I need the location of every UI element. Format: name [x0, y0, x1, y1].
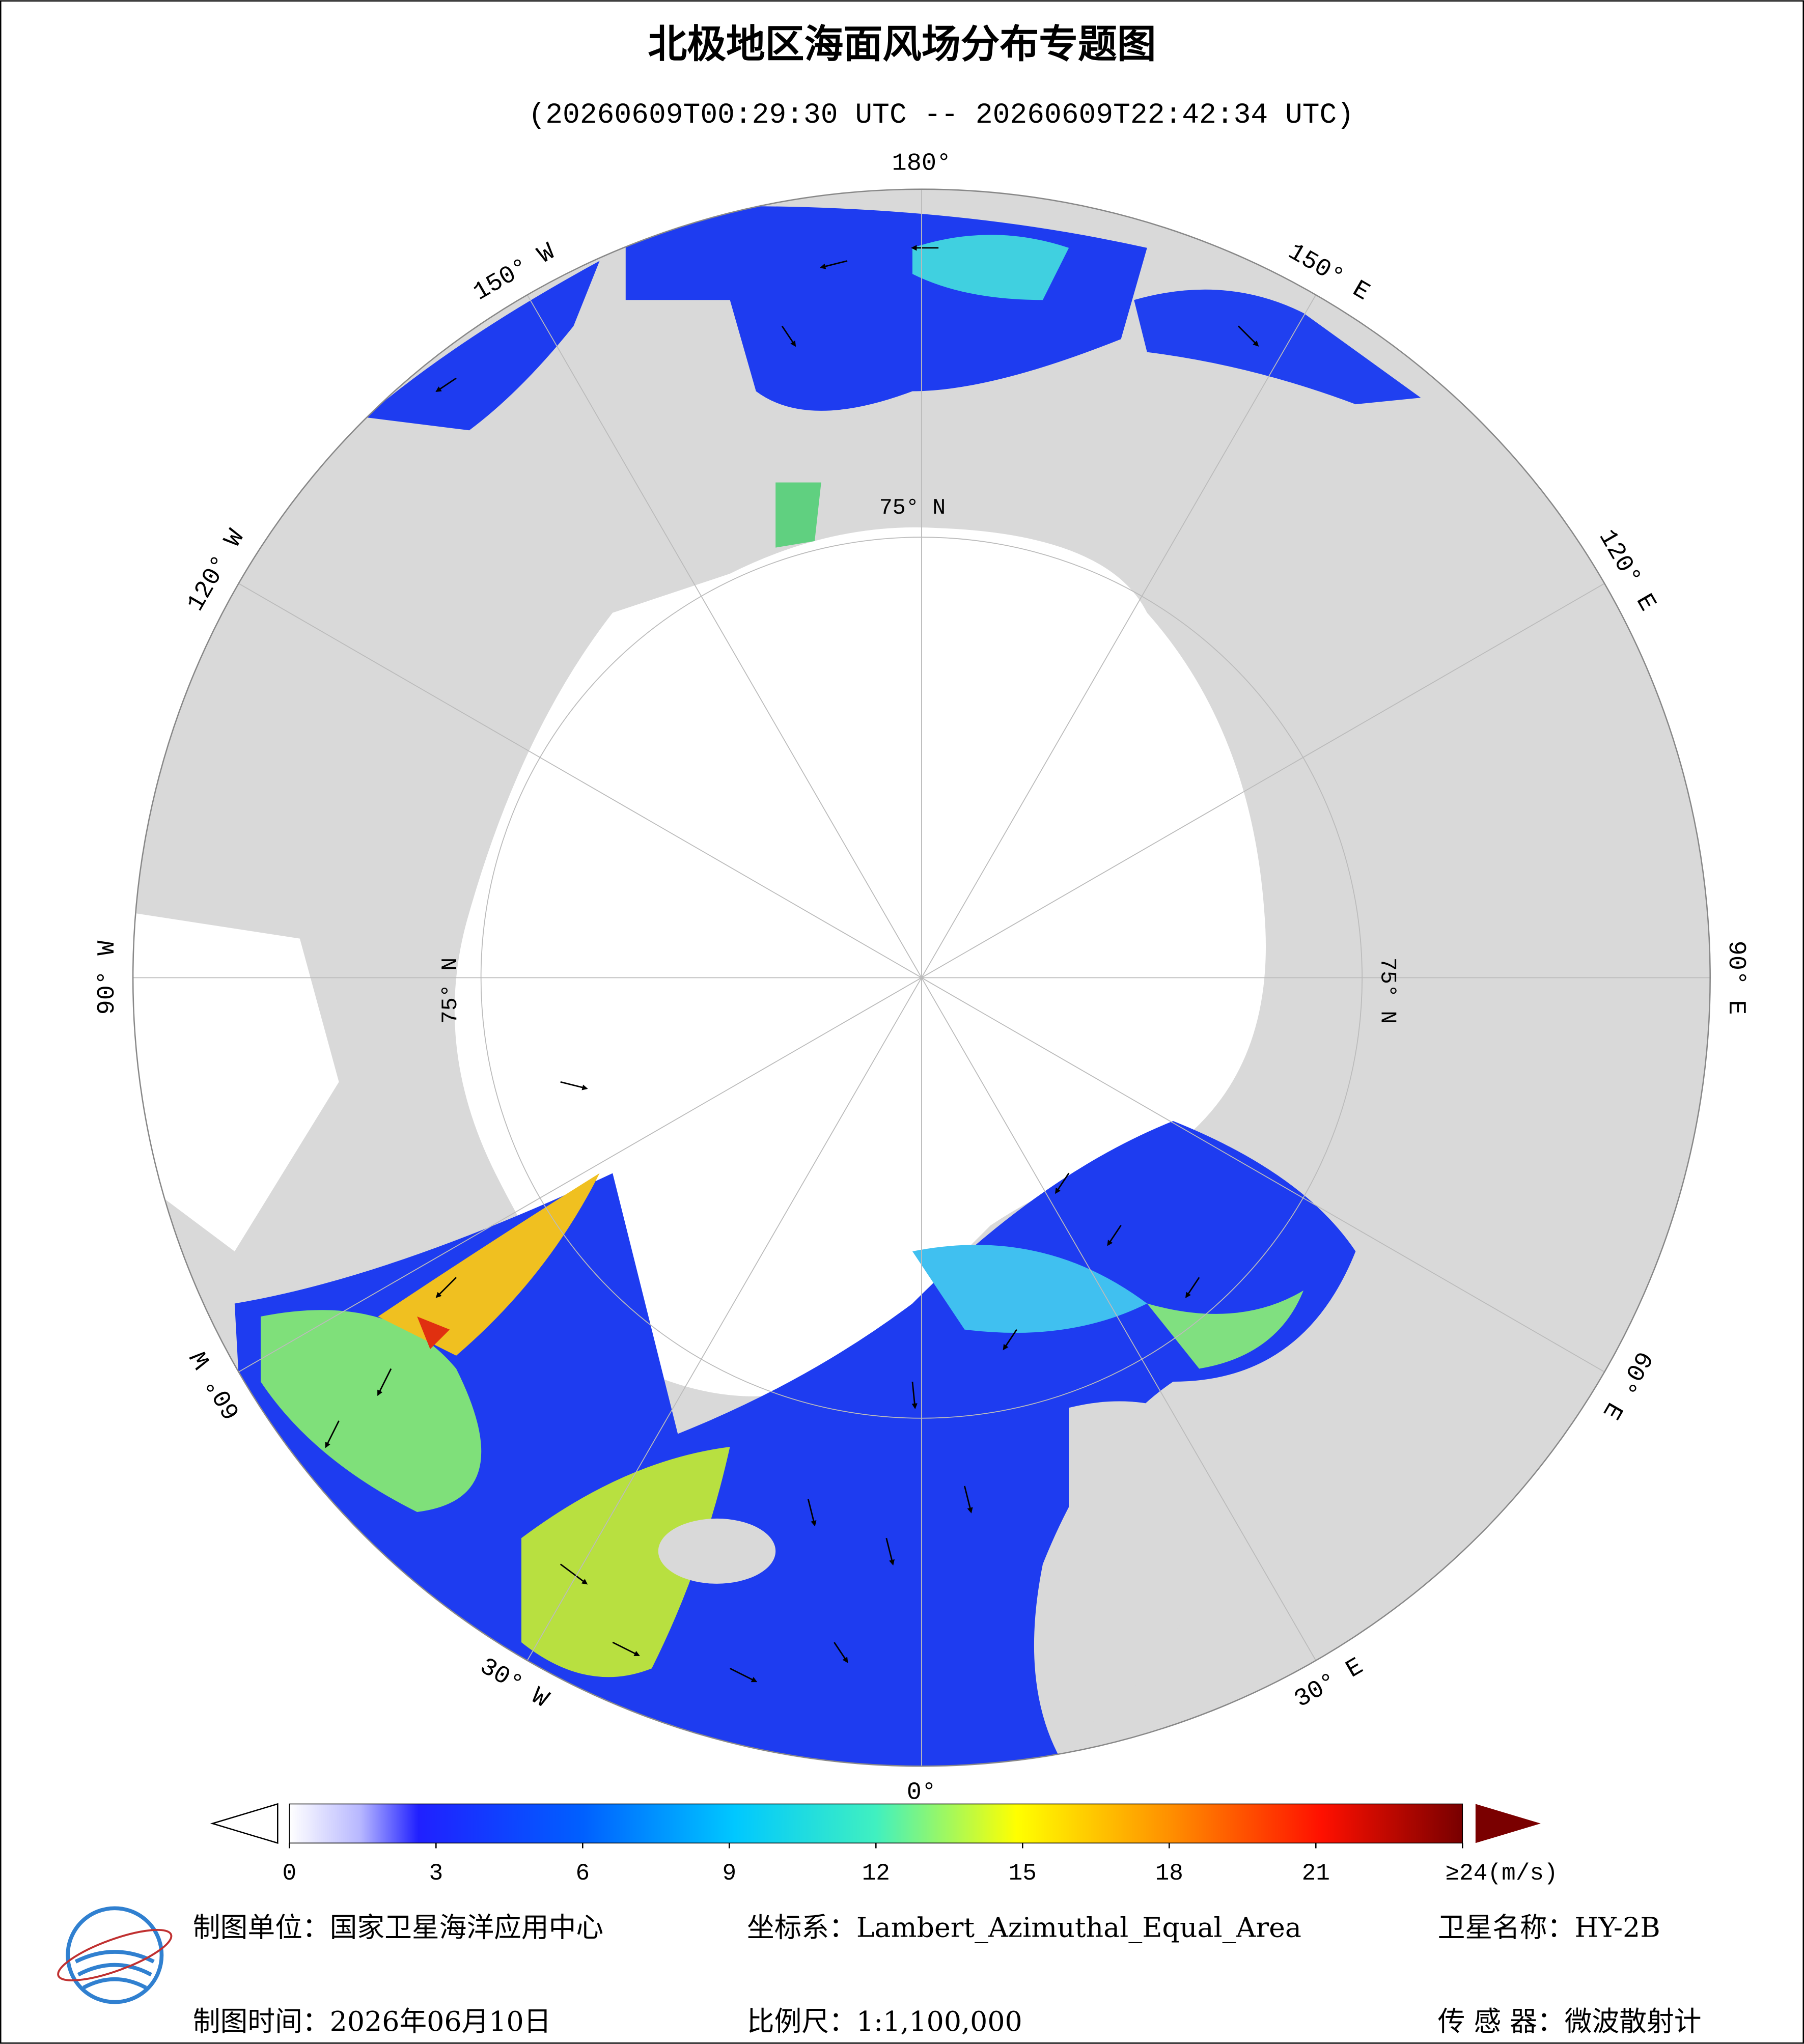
parallel-label: 75° N	[1375, 958, 1400, 1024]
colorbar-tick-label: ≥24(m/s)	[1446, 1860, 1558, 1887]
parallel-label: 75° N	[438, 958, 463, 1024]
title: 北极地区海面风场分布专题图	[648, 21, 1156, 67]
colorbar-tick-label: 21	[1302, 1860, 1330, 1887]
colorbar: 0 3 6 9 12 15 18 21 ≥24(m/s)	[210, 1803, 1558, 1887]
footer-satellite: 卫星名称：HY-2B	[1438, 1912, 1660, 1944]
meridian-label: 180°	[892, 149, 952, 177]
meridian-line	[238, 977, 922, 1373]
meridian-line	[238, 583, 922, 978]
meridian-line	[921, 977, 1605, 1373]
footer-sensor: 传 感 器：微波散射计	[1438, 2005, 1702, 2037]
meridian-label: 90° W	[93, 940, 121, 1015]
footer: 制图单位：国家卫星海洋应用中心 坐标系：Lambert_Azimuthal_Eq…	[193, 1912, 1702, 2037]
colorbar-tick-label: 18	[1155, 1860, 1183, 1887]
graticule	[133, 189, 1710, 1767]
footer-crs: 坐标系：Lambert_Azimuthal_Equal_Area	[747, 1912, 1301, 1944]
meridian-label: 0°	[907, 1778, 936, 1806]
colorbar-tick-label: 3	[429, 1860, 443, 1887]
meridian-line	[526, 294, 922, 978]
meridian-line	[921, 583, 1605, 978]
footer-unit: 制图单位：国家卫星海洋应用中心	[193, 1912, 603, 1944]
colorbar-tick-label: 0	[282, 1860, 296, 1887]
meridian-line	[921, 977, 1317, 1661]
map	[133, 189, 1710, 1767]
parallel-labels: 75° N 75° N 75° N	[438, 496, 1400, 1024]
subtitle: (20260609T00:29:30 UTC -- 20260609T22:42…	[528, 99, 1354, 131]
footer-scale: 比例尺：1:1,100,000	[747, 2005, 1022, 2037]
meridian-label: 90° E	[1722, 941, 1750, 1015]
meridian-line	[921, 294, 1317, 978]
colorbar-tick-label: 6	[575, 1860, 590, 1887]
colorbar-tick-label: 15	[1009, 1860, 1037, 1887]
map-border	[132, 188, 1711, 1767]
logo	[57, 1906, 173, 2004]
wind-arrows	[325, 245, 1259, 1683]
parallel-label: 75° N	[879, 496, 946, 521]
meridian-line	[526, 977, 922, 1661]
colorbar-tick-label: 12	[862, 1860, 890, 1887]
colorbar-tick-label: 9	[722, 1860, 736, 1887]
footer-date: 制图时间：2026年06月10日	[193, 2005, 551, 2037]
